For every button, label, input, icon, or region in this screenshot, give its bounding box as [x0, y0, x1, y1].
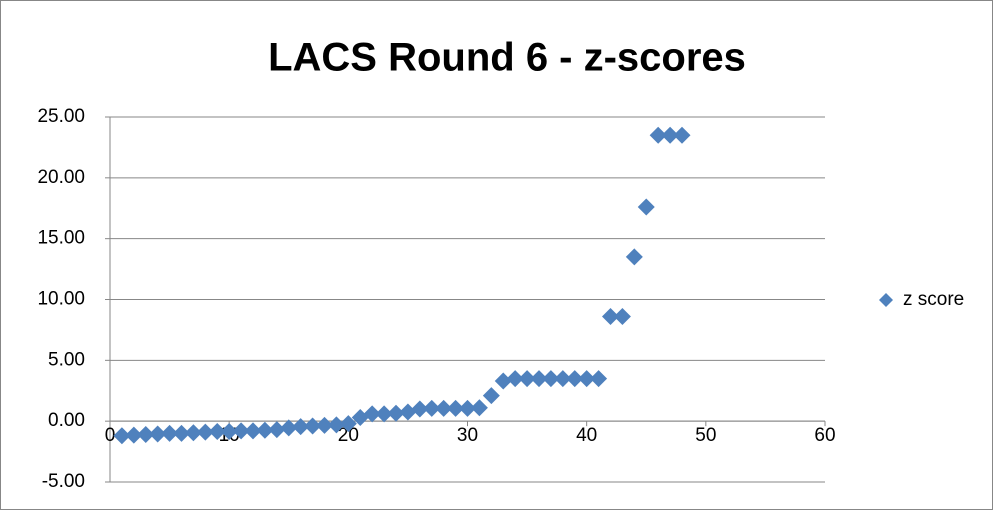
point — [459, 399, 476, 417]
legend-label: z score — [903, 289, 964, 310]
point — [280, 419, 298, 437]
y-tick-label: 25.00 — [37, 106, 85, 127]
y-tick-label: 5.00 — [48, 349, 85, 370]
point — [554, 370, 572, 388]
point — [602, 308, 619, 326]
x-tick-label: 60 — [814, 425, 835, 446]
x-tick-label: 20 — [338, 425, 359, 446]
legend-marker — [879, 293, 893, 307]
x-tick-label: 50 — [695, 425, 716, 446]
x-tick-label: 30 — [457, 425, 478, 446]
point — [542, 370, 560, 388]
y-tick-label: 20.00 — [37, 167, 85, 188]
point — [149, 425, 167, 443]
point — [470, 399, 488, 417]
point — [327, 416, 345, 434]
chart-title: LACS Round 6 - z-scores — [268, 36, 746, 80]
point — [530, 370, 548, 388]
point — [387, 404, 405, 422]
point — [316, 416, 333, 434]
point — [375, 405, 393, 423]
point — [137, 426, 155, 444]
point — [637, 198, 655, 216]
point — [256, 421, 274, 439]
point — [578, 370, 596, 388]
y-tick-label: 0.00 — [48, 410, 85, 431]
y-tick-label: 10.00 — [37, 289, 85, 310]
point — [613, 308, 631, 326]
point — [339, 415, 357, 433]
point — [494, 372, 512, 390]
y-tick-label: 15.00 — [37, 228, 85, 249]
point — [196, 423, 214, 441]
point — [232, 422, 250, 440]
point — [590, 370, 608, 388]
point — [649, 126, 667, 144]
point — [423, 399, 441, 417]
point — [220, 423, 238, 441]
point — [125, 426, 143, 444]
point — [113, 427, 131, 445]
y-tick-label: -5.00 — [42, 471, 85, 492]
point — [482, 387, 500, 405]
point — [173, 424, 190, 442]
x-tick-label: 40 — [576, 425, 597, 446]
point — [268, 421, 286, 439]
x-tick-label: 0 — [105, 425, 116, 446]
point — [506, 370, 524, 388]
point — [566, 370, 584, 388]
point — [208, 423, 226, 441]
point — [435, 399, 453, 417]
point — [363, 405, 381, 423]
point — [292, 418, 310, 436]
point — [661, 126, 679, 144]
point — [304, 417, 322, 435]
point — [411, 400, 429, 418]
point — [518, 370, 536, 388]
point — [625, 248, 643, 266]
point — [447, 399, 465, 417]
point — [184, 424, 202, 442]
point — [244, 422, 262, 440]
point — [161, 424, 179, 442]
point — [673, 126, 691, 144]
point — [399, 403, 417, 421]
